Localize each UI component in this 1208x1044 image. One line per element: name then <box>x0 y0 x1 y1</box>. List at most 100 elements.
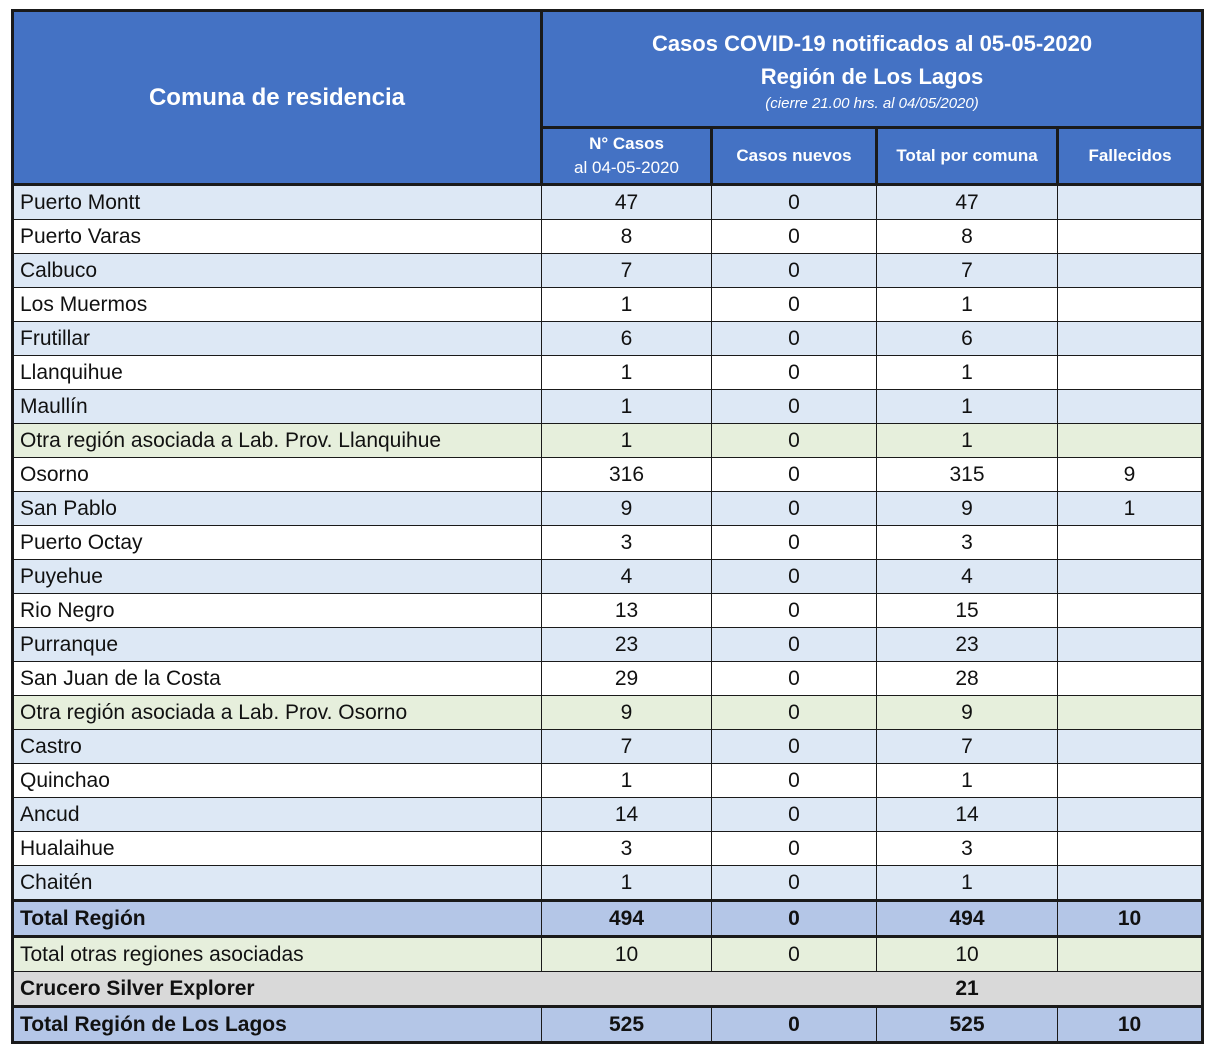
table-row: Llanquihue 1 0 1 <box>12 355 1204 390</box>
comuna-cell: Calbuco <box>12 253 542 288</box>
nuevos-cell: 0 <box>711 559 877 594</box>
fallecidos-cell <box>1056 729 1204 764</box>
casos-cell: 9 <box>541 491 712 526</box>
fallecidos-cell <box>1056 763 1204 798</box>
header-total: Total por comuna <box>875 126 1059 186</box>
fallecidos-cell <box>1056 423 1204 458</box>
total-region-total: 494 <box>876 899 1058 938</box>
comuna-cell: Puerto Varas <box>12 219 542 254</box>
casos-cell: 23 <box>541 627 712 662</box>
table-row: Puerto Octay 3 0 3 <box>12 525 1204 560</box>
comuna-cell: Llanquihue <box>12 355 542 390</box>
covid-cases-table: Comuna de residencia Casos COVID-19 noti… <box>11 9 1205 1044</box>
table-row: Puerto Varas 8 0 8 <box>12 219 1204 254</box>
table-row: Hualaihue 3 0 3 <box>12 831 1204 866</box>
table-row: Quinchao 1 0 1 <box>12 763 1204 798</box>
table-body: Puerto Montt 47 0 47 Puerto Varas 8 0 8 Calbuco 7… <box>12 184 1204 901</box>
crucero-total: 21 <box>876 971 1058 1007</box>
total-cell: 1 <box>876 355 1058 390</box>
total-cell: 7 <box>876 729 1058 764</box>
comuna-cell: Maullín <box>12 389 542 424</box>
total-lagos-row: Total Región de Los Lagos 525 0 525 10 <box>12 1005 1204 1044</box>
total-cell: 23 <box>876 627 1058 662</box>
fallecidos-cell <box>1056 389 1204 424</box>
table-row: Rio Negro 13 0 15 <box>12 593 1204 628</box>
nuevos-cell: 0 <box>711 253 877 288</box>
total-cell: 1 <box>876 287 1058 322</box>
table-row: Calbuco 7 0 7 <box>12 253 1204 288</box>
fallecidos-cell <box>1056 661 1204 696</box>
total-cell: 1 <box>876 423 1058 458</box>
crucero-row: Crucero Silver Explorer 21 <box>12 971 1204 1007</box>
total-cell: 8 <box>876 219 1058 254</box>
total-region-fallecidos: 10 <box>1056 899 1204 938</box>
casos-cell: 1 <box>541 763 712 798</box>
fallecidos-cell <box>1056 695 1204 730</box>
title-line2: Región de Los Lagos <box>760 64 984 89</box>
total-cell: 9 <box>876 491 1058 526</box>
table-row: Otra región asociada a Lab. Prov. Osorno… <box>12 695 1204 730</box>
total-cell: 9 <box>876 695 1058 730</box>
nuevos-cell: 0 <box>711 831 877 866</box>
casos-cell: 29 <box>541 661 712 696</box>
total-cell: 14 <box>876 797 1058 832</box>
nuevos-cell: 0 <box>711 627 877 662</box>
casos-cell: 1 <box>541 287 712 322</box>
total-lagos-casos: 525 <box>541 1005 712 1044</box>
total-lagos-label: Total Región de Los Lagos <box>12 1005 542 1044</box>
nuevos-cell: 0 <box>711 287 877 322</box>
table-totals: Total Región 494 0 494 10 Total otras re… <box>12 899 1204 1044</box>
total-cell: 6 <box>876 321 1058 356</box>
comuna-cell: Puyehue <box>12 559 542 594</box>
casos-cell: 9 <box>541 695 712 730</box>
casos-cell: 14 <box>541 797 712 832</box>
total-cell: 28 <box>876 661 1058 696</box>
total-otras-total: 10 <box>876 936 1058 972</box>
casos-cell: 8 <box>541 219 712 254</box>
table-row: Ancud 14 0 14 <box>12 797 1204 832</box>
total-cell: 1 <box>876 865 1058 901</box>
total-otras-fallecidos <box>1056 936 1204 972</box>
table-row: Los Muermos 1 0 1 <box>12 287 1204 322</box>
total-cell: 3 <box>876 831 1058 866</box>
title-note: (cierre 21.00 hrs. al 04/05/2020) <box>765 95 979 112</box>
total-region-row: Total Región 494 0 494 10 <box>12 899 1204 938</box>
total-cell: 1 <box>876 389 1058 424</box>
total-lagos-fallecidos: 10 <box>1056 1005 1204 1044</box>
comuna-cell: Ancud <box>12 797 542 832</box>
comuna-cell: San Juan de la Costa <box>12 661 542 696</box>
comuna-cell: San Pablo <box>12 491 542 526</box>
fallecidos-cell <box>1056 219 1204 254</box>
total-cell: 15 <box>876 593 1058 628</box>
comuna-cell: Hualaihue <box>12 831 542 866</box>
header-nuevos: Casos nuevos <box>710 126 878 186</box>
casos-cell: 13 <box>541 593 712 628</box>
header-fallecidos: Fallecidos <box>1055 126 1205 186</box>
casos-cell: 1 <box>541 423 712 458</box>
total-lagos-nuevos: 0 <box>711 1005 877 1044</box>
nuevos-cell: 0 <box>711 219 877 254</box>
total-lagos-total: 525 <box>876 1005 1058 1044</box>
comuna-cell: Purranque <box>12 627 542 662</box>
table-row: Puerto Montt 47 0 47 <box>12 184 1204 220</box>
header-casos: N° Casos al 04-05-2020 <box>540 126 713 186</box>
fallecidos-cell <box>1056 355 1204 390</box>
table-title: Casos COVID-19 notificados al 05-05-2020… <box>539 9 1205 129</box>
fallecidos-cell <box>1056 321 1204 356</box>
comuna-cell: Quinchao <box>12 763 542 798</box>
fallecidos-cell: 1 <box>1056 491 1204 526</box>
fallecidos-cell <box>1056 184 1204 220</box>
header-comuna: Comuna de residencia <box>11 9 543 186</box>
comuna-cell: Los Muermos <box>12 287 542 322</box>
nuevos-cell: 0 <box>711 661 877 696</box>
total-cell: 1 <box>876 763 1058 798</box>
nuevos-cell: 0 <box>711 491 877 526</box>
comuna-cell: Rio Negro <box>12 593 542 628</box>
nuevos-cell: 0 <box>711 423 877 458</box>
nuevos-cell: 0 <box>711 865 877 901</box>
fallecidos-cell <box>1056 593 1204 628</box>
comuna-cell: Otra región asociada a Lab. Prov. Osorno <box>12 695 542 730</box>
total-otras-nuevos: 0 <box>711 936 877 972</box>
comuna-cell: Osorno <box>12 457 542 492</box>
total-cell: 47 <box>876 184 1058 220</box>
